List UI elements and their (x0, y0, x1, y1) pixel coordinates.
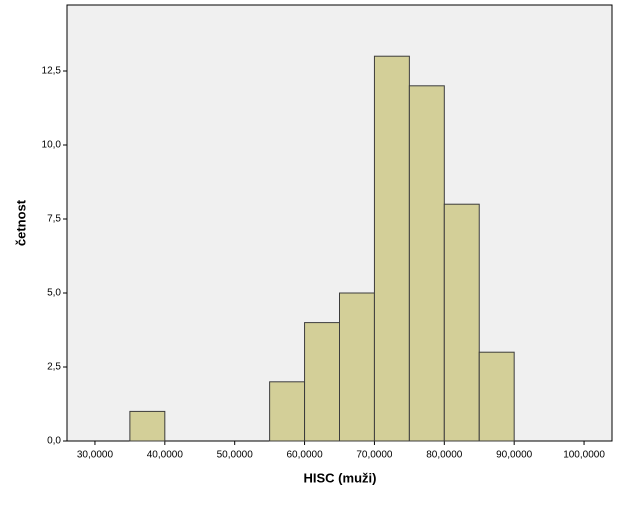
bar (443, 203, 480, 442)
y-axis-title: četnost (13, 199, 28, 246)
bar (269, 381, 306, 442)
x-tick-label: 40,0000 (147, 450, 184, 461)
y-tick-label: 2,5 (47, 362, 61, 373)
x-tick-label: 90,0000 (496, 450, 533, 461)
bar (304, 322, 341, 442)
y-tick-label: 7,5 (47, 214, 61, 225)
x-tick-label: 50,0000 (217, 450, 254, 461)
x-tick-label: 30,0000 (77, 450, 114, 461)
x-axis-title: HISC (muži) (304, 470, 377, 485)
x-tick-label: 100,0000 (563, 450, 605, 461)
x-tick-label: 70,0000 (356, 450, 393, 461)
bar (373, 55, 410, 442)
bar (339, 292, 375, 442)
bar (129, 410, 166, 442)
bar (478, 351, 515, 442)
x-tick-label: 80,0000 (426, 450, 463, 461)
y-tick-label: 10,0 (42, 140, 62, 151)
y-tick-label: 0,0 (47, 436, 61, 447)
x-tick-label: 60,0000 (286, 450, 323, 461)
y-tick-label: 5,0 (47, 288, 61, 299)
bar (408, 85, 445, 442)
y-tick-label: 12,5 (42, 66, 62, 77)
